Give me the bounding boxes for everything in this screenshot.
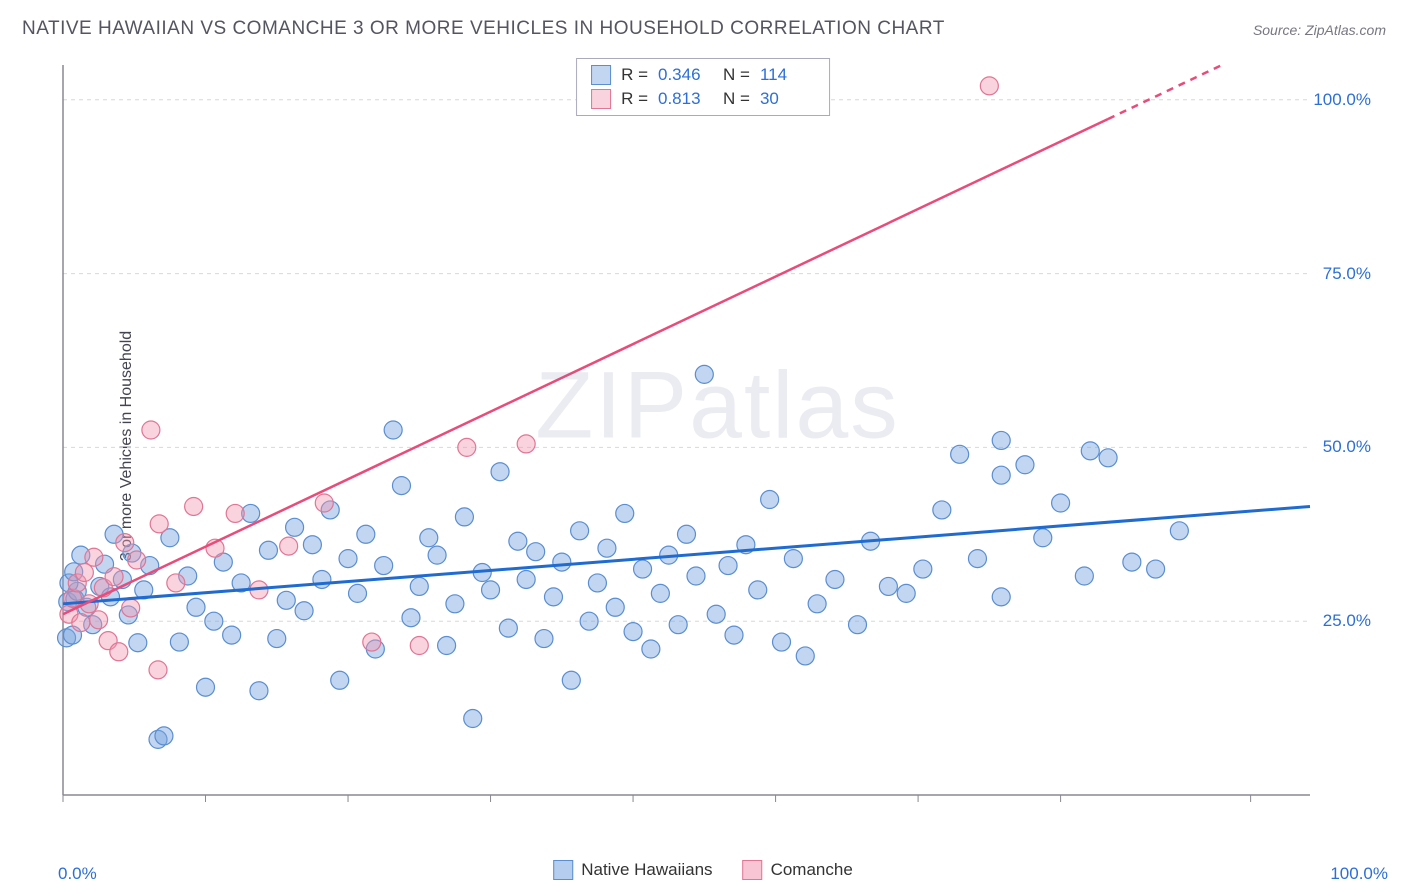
r-value: 0.346 (658, 65, 713, 85)
legend-label: Comanche (771, 860, 853, 880)
r-value: 0.813 (658, 89, 713, 109)
y-tick-label: 50.0% (1320, 437, 1374, 457)
chart-area: ZIPatlas 25.0%50.0%75.0%100.0% (55, 55, 1380, 835)
source-attribution: Source: ZipAtlas.com (1253, 22, 1386, 38)
y-tick-label: 25.0% (1320, 611, 1374, 631)
legend-swatch-icon (591, 89, 611, 109)
correlation-legend: R = 0.346 N = 114 R = 0.813 N = 30 (576, 58, 830, 116)
n-value: 114 (760, 65, 815, 85)
chart-title: NATIVE HAWAIIAN VS COMANCHE 3 OR MORE VE… (22, 18, 945, 40)
x-tick-0: 0.0% (58, 864, 97, 884)
n-label: N = (723, 89, 750, 109)
x-tick-100: 100.0% (1330, 864, 1388, 884)
y-tick-label: 100.0% (1310, 90, 1374, 110)
n-value: 30 (760, 89, 815, 109)
legend-swatch-icon (553, 860, 573, 880)
n-label: N = (723, 65, 750, 85)
legend-row-native-hawaiians: R = 0.346 N = 114 (577, 63, 829, 87)
legend-label: Native Hawaiians (581, 860, 712, 880)
legend-item-comanche: Comanche (743, 860, 853, 880)
scatter-plot (55, 55, 1380, 835)
series-legend: Native Hawaiians Comanche (553, 860, 853, 880)
legend-item-native-hawaiians: Native Hawaiians (553, 860, 712, 880)
r-label: R = (621, 65, 648, 85)
legend-swatch-icon (743, 860, 763, 880)
y-tick-label: 75.0% (1320, 264, 1374, 284)
legend-swatch-icon (591, 65, 611, 85)
legend-row-comanche: R = 0.813 N = 30 (577, 87, 829, 111)
r-label: R = (621, 89, 648, 109)
